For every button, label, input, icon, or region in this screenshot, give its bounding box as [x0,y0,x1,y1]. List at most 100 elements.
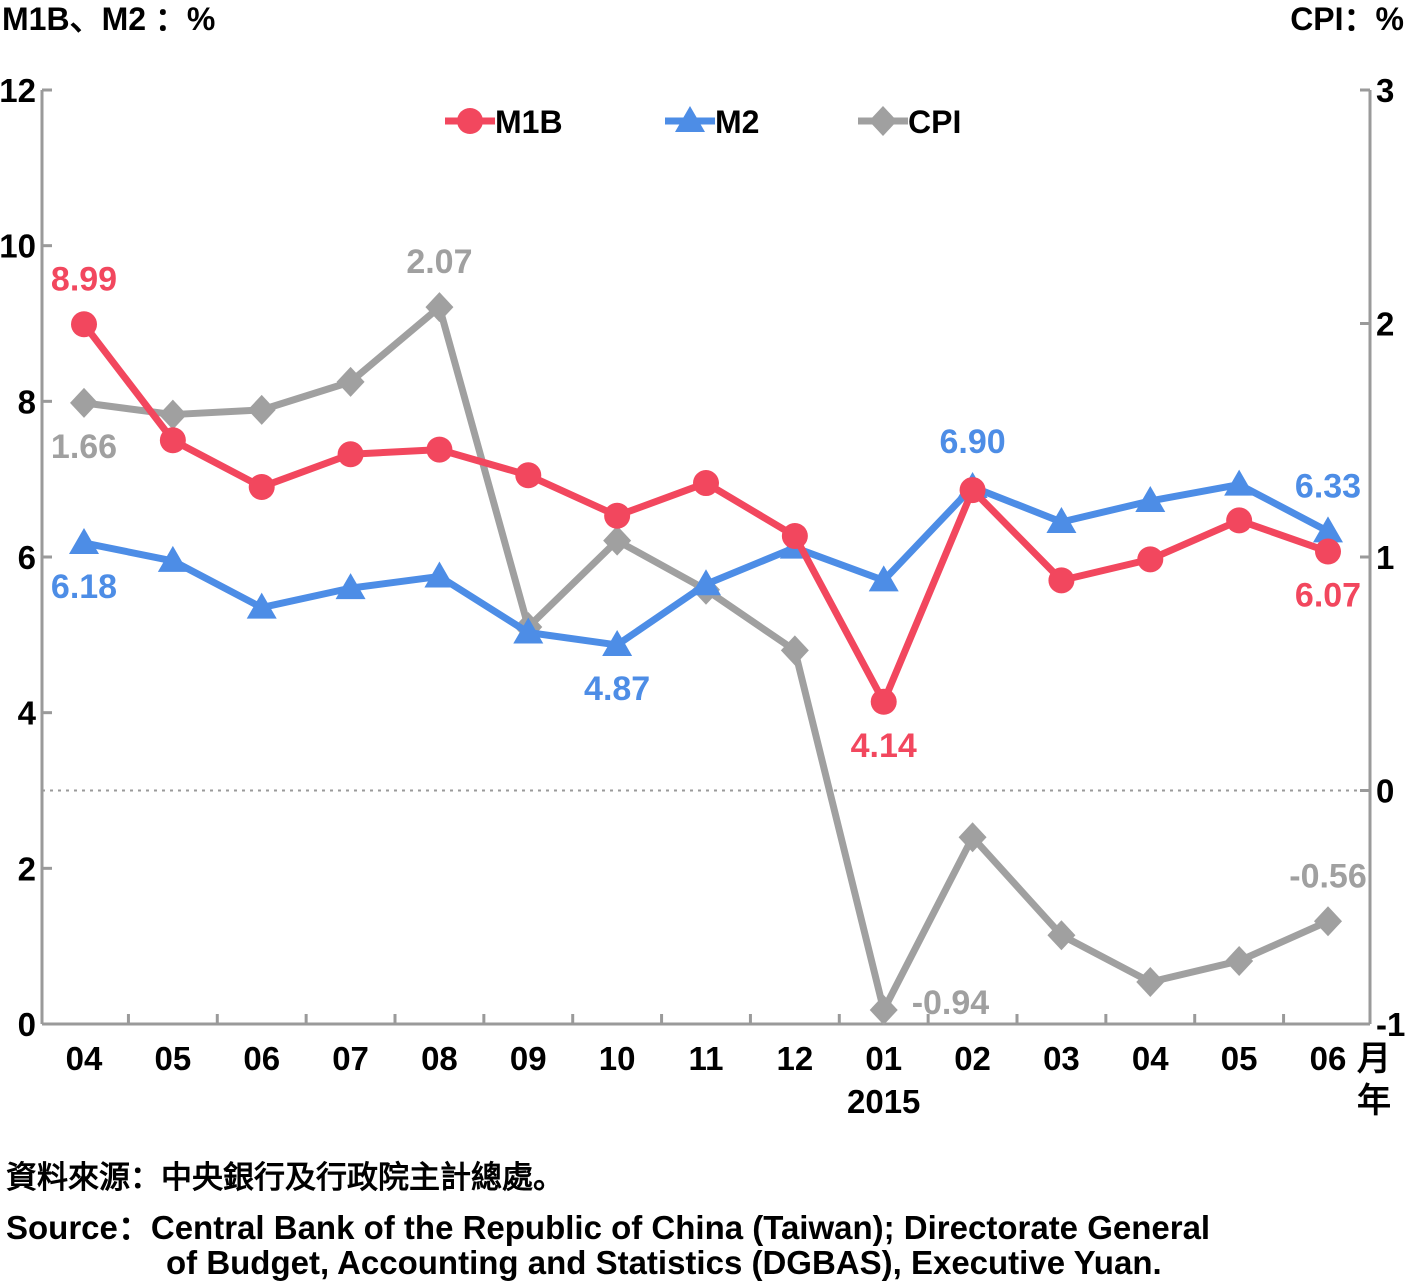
left-tick-label: 6 [18,539,36,576]
right-tick-label: 2 [1376,306,1394,343]
left-axis-title: M1B、M2 ：% [2,1,215,37]
data-point-m2 [246,592,277,619]
year-unit-label: 年 [1357,1082,1391,1120]
data-point-cpi [603,525,632,556]
data-point-m1b [1048,567,1075,594]
x-tick-label: 04 [66,1040,103,1077]
data-point-m2 [1224,469,1255,496]
left-tick-label: 10 [0,228,36,265]
data-label-m1b: 8.99 [51,260,117,298]
data-point-m2 [69,527,99,554]
data-point-m1b [693,470,719,497]
right-tick-label: 1 [1376,539,1394,576]
x-tick-label: 04 [1132,1040,1169,1077]
data-label-cpi: 1.66 [51,428,117,466]
data-point-m1b [426,436,453,463]
legend-item-m2: M2 [665,104,759,140]
year-label: 2015 [847,1083,920,1120]
right-tick-label: 3 [1376,72,1394,109]
x-tick-label: 02 [954,1040,991,1077]
series-m2 [69,469,1343,656]
data-point-m1b [959,477,986,504]
x-tick-label: 05 [154,1040,191,1077]
x-tick-label: 08 [421,1040,458,1077]
right-tick-label: 0 [1376,773,1394,810]
data-point-cpi [1225,945,1254,976]
data-point-m2 [868,565,899,592]
legend-item-m1b: M1B [445,104,563,140]
data-point-cpi [158,399,187,430]
data-point-cpi [869,994,898,1025]
source-chinese: 資料來源：中央銀行及行政院主計總處。 [6,1160,564,1196]
left-tick-label: 2 [18,850,36,887]
x-tick-label: 10 [599,1040,636,1077]
data-point-m2 [691,569,721,596]
source-english-line2: of Budget, Accounting and Statistics (DG… [166,1244,1162,1281]
data-label-m2: 6.18 [51,568,117,606]
data-point-m2 [424,561,455,588]
data-point-m2 [602,629,633,656]
series-line-m1b [81,322,1330,706]
legend-marker [869,106,897,136]
x-tick-label: 05 [1221,1040,1258,1077]
data-point-cpi [1314,906,1342,937]
x-tick-label: 01 [865,1040,902,1077]
data-label-m1b: 6.07 [1295,577,1361,615]
data-point-m2 [335,573,366,600]
data-point-m1b [1315,538,1341,565]
month-unit-label: 月 [1357,1040,1391,1078]
left-tick-label: 12 [0,72,36,109]
data-point-m1b [870,688,897,715]
source-english-line1: Source：Central Bank of the Republic of C… [6,1209,1211,1246]
data-point-cpi [336,366,365,397]
data-point-cpi [1136,966,1165,997]
series-cpi [70,292,1342,1025]
x-tick-label: 07 [332,1040,369,1077]
data-point-cpi [247,394,276,425]
data-point-m1b [337,441,364,468]
data-point-m2 [1135,485,1166,512]
data-point-m1b [515,462,542,489]
data-point-m1b [248,473,275,500]
right-tick-label: -1 [1376,1006,1405,1043]
data-point-m1b [1137,546,1164,573]
legend-marker [457,108,483,134]
series-m1b [71,311,1341,715]
x-tick-label: 06 [1310,1040,1347,1077]
data-label-cpi: -0.94 [912,984,990,1022]
data-point-m2 [1313,516,1343,543]
data-label-cpi: -0.56 [1289,857,1367,895]
data-point-cpi [1047,920,1076,951]
data-point-m1b [781,522,808,549]
data-label-m2: 6.90 [939,423,1005,461]
legend-label: M2 [715,104,759,140]
legend-marker [675,106,705,132]
data-point-cpi [780,635,809,666]
legend-item-cpi: CPI [858,104,961,140]
data-label-m2: 4.87 [584,670,650,708]
data-point-m2 [513,617,544,644]
data-point-cpi [70,387,98,418]
right-axis-title: CPI：% [1290,1,1404,37]
x-tick-label: 12 [776,1040,813,1077]
data-point-m2 [1046,506,1077,533]
x-tick-label: 09 [510,1040,547,1077]
data-label-cpi: 2.07 [406,243,472,281]
x-tick-label: 06 [243,1040,280,1077]
data-point-cpi [425,292,454,323]
left-tick-label: 4 [18,695,37,732]
data-point-m1b [604,502,631,529]
data-label-m2: 6.33 [1295,467,1361,505]
data-point-m2 [157,545,188,572]
legend-label: M1B [495,104,563,140]
data-point-m1b [71,311,97,338]
left-tick-label: 8 [18,383,36,420]
x-tick-label: 03 [1043,1040,1080,1077]
data-point-m1b [1226,507,1253,534]
data-label-m1b: 4.14 [851,727,917,765]
data-point-cpi [958,822,987,853]
legend-label: CPI [908,104,961,140]
x-tick-label: 11 [689,1040,724,1077]
left-tick-label: 0 [18,1006,36,1043]
